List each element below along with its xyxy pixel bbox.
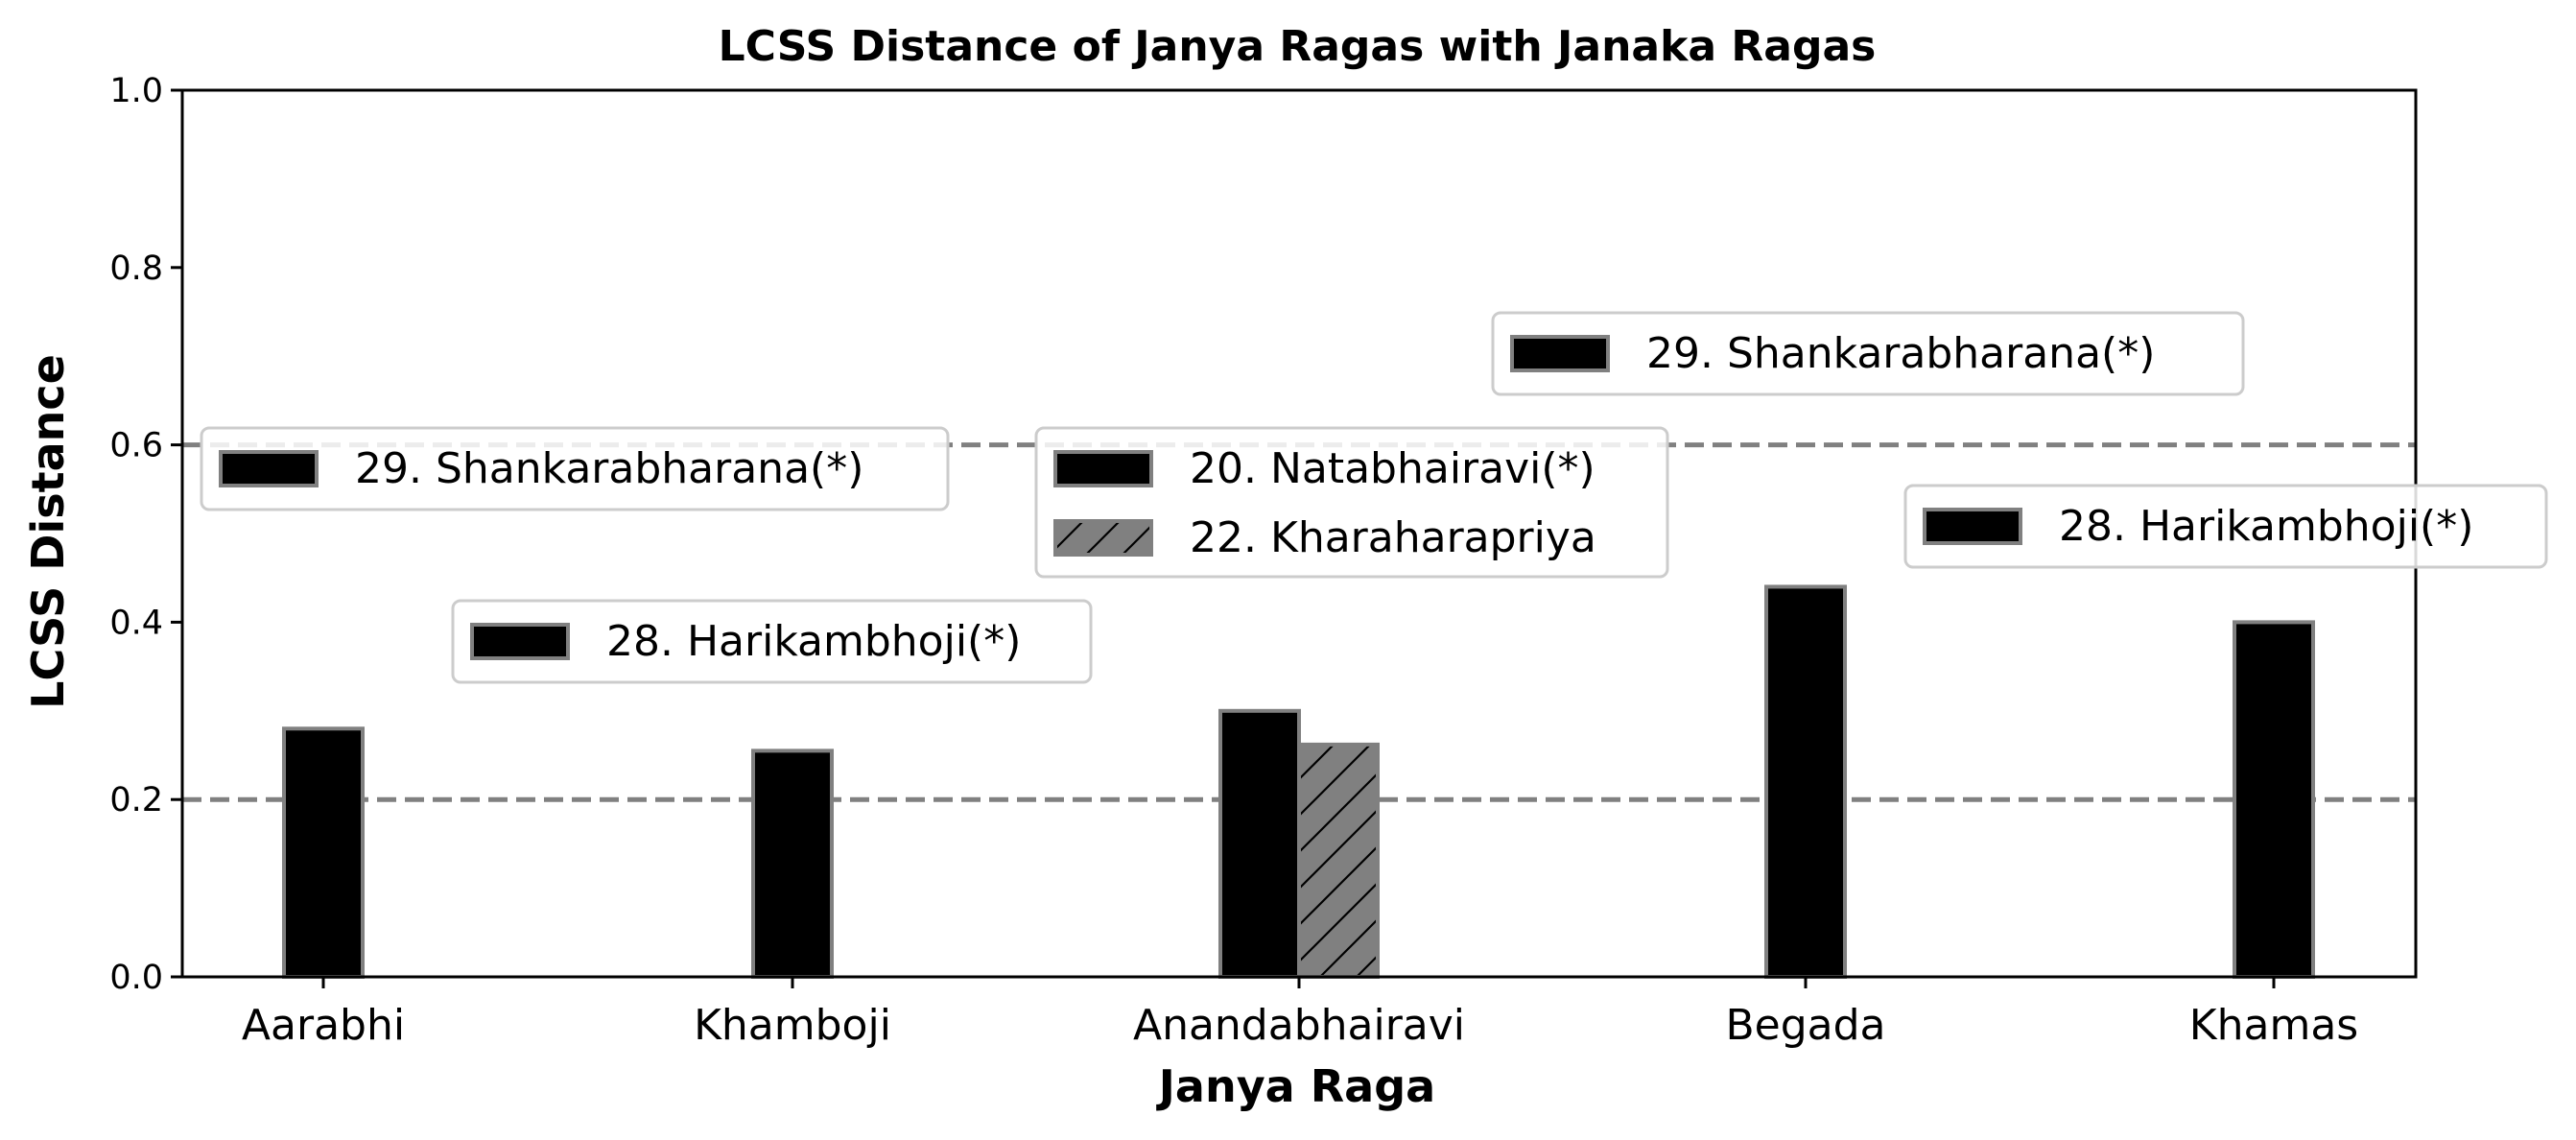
y-tick-label: 0.2 [109, 781, 163, 819]
x-tick-label: Begada [1725, 1001, 1885, 1050]
y-tick-label: 0.4 [109, 604, 163, 642]
y-tick-label: 1.0 [109, 72, 163, 110]
legend-swatch [1053, 450, 1153, 487]
legend-swatch [1923, 508, 2022, 545]
bar-anandabhairavi-0 [1218, 708, 1301, 979]
legend-frame [1903, 484, 2548, 569]
y-axis-ticks: 0.0 0.2 0.4 0.6 0.8 1.0 [109, 72, 182, 997]
x-axis-label: Janya Raga [1156, 1060, 1435, 1112]
x-tick-label: Aarabhi [242, 1001, 405, 1050]
bar-aarabhi-0 [282, 726, 365, 980]
legend-frame [200, 426, 950, 511]
y-tick-label: 0.6 [109, 427, 163, 465]
legend-label: 28. Harikambhoji(*) [2059, 502, 2473, 551]
legend-label: 28. Harikambhoji(*) [606, 617, 1021, 666]
x-tick-label: Khamboji [694, 1001, 891, 1050]
x-tick-label: Khamas [2189, 1001, 2358, 1050]
y-tick-label: 0.0 [109, 959, 163, 997]
legend-label: 29. Shankarabharana(*) [355, 444, 863, 493]
legend-frame [1491, 311, 2245, 396]
legend-khamboji: 28. Harikambhoji(*) [451, 599, 1093, 684]
bar-anandabhairavi-1 [1297, 742, 1380, 979]
legend-aarabhi: 29. Shankarabharana(*) [200, 426, 950, 511]
legend-frame [451, 599, 1093, 684]
legend-swatch [1510, 335, 1610, 372]
legend-label: 29. Shankarabharana(*) [1646, 329, 2155, 378]
legend-frame [1034, 426, 1669, 579]
y-axis-label: LCSS Distance [22, 354, 74, 709]
legend-khamas: 28. Harikambhoji(*) [1903, 484, 2548, 569]
legend-label: 20. Natabhairavi(*) [1190, 444, 1595, 493]
legend-label: 22. Kharaharapriya [1190, 513, 1596, 562]
x-axis-ticks: Aarabhi Khamboji Anandabhairavi Begada Khama… [242, 977, 2358, 1050]
bar-khamboji-0 [751, 748, 834, 979]
bar-khamas-0 [2233, 620, 2315, 980]
legend-anandabhairavi: 20. Natabhairavi(*) 22. Kharaharapriya [1034, 426, 1669, 579]
legends: 29. Shankarabharana(*) 28. Harikambhoji(*… [200, 311, 2548, 684]
chart-title: LCSS Distance of Janya Ragas with Janaka… [719, 22, 1877, 71]
legend-swatch [1053, 519, 1153, 557]
bar-begada-0 [1764, 584, 1847, 979]
legend-swatch [219, 450, 319, 487]
x-tick-label: Anandabhairavi [1133, 1001, 1465, 1050]
y-tick-label: 0.8 [109, 249, 163, 288]
legend-swatch [470, 623, 570, 660]
legend-begada: 29. Shankarabharana(*) [1491, 311, 2245, 396]
